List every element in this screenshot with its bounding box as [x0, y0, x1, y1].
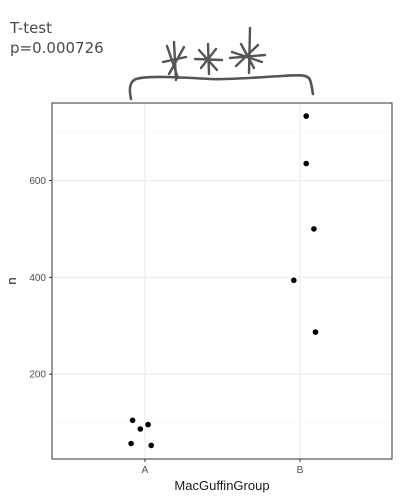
data-point	[291, 278, 297, 284]
data-point	[138, 426, 144, 432]
test-name-label: T-test	[9, 19, 52, 37]
significance-stars-icon	[163, 28, 265, 80]
y-axis-ticks: 200 400 600	[29, 176, 52, 381]
data-point	[130, 418, 136, 424]
x-axis-title: MacGuffinGroup	[174, 478, 269, 493]
data-point	[303, 161, 309, 167]
data-point	[311, 226, 317, 232]
y-axis-title: n	[4, 277, 19, 284]
y-tick-label: 600	[29, 176, 46, 187]
y-tick-label: 400	[29, 273, 46, 284]
data-point	[148, 443, 154, 449]
data-point	[313, 329, 319, 335]
y-tick-label: 200	[29, 370, 46, 381]
data-point	[303, 113, 309, 119]
plot-panel	[52, 103, 392, 459]
x-tick-label: A	[142, 465, 149, 476]
data-point	[145, 422, 151, 428]
p-value-label: p=0.000726	[10, 39, 104, 57]
data-point	[128, 441, 134, 447]
x-tick-label: B	[297, 465, 304, 476]
star-1-icon	[163, 42, 186, 80]
significance-brace	[130, 75, 313, 99]
star-2-icon	[195, 44, 222, 74]
star-3-icon	[230, 28, 265, 73]
